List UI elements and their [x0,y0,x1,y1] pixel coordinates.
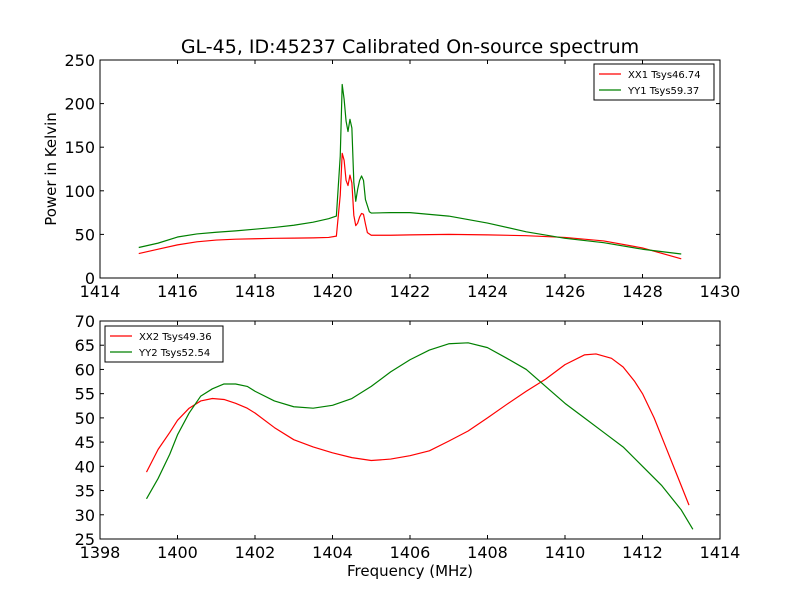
x-tick-label: 1416 [157,282,198,301]
y-axis-label: Power in Kelvin [42,112,60,226]
x-tick-label: 1408 [467,543,508,562]
x-tick-label: 1426 [545,282,586,301]
x-tick-label: 1424 [467,282,508,301]
y-tick-label: 200 [64,95,95,114]
y-tick-label: 60 [75,360,95,379]
x-tick-label: 1414 [80,282,121,301]
y-tick-label: 50 [75,409,95,428]
y-tick-label: 35 [75,482,95,501]
x-tick-label: 1412 [622,543,663,562]
y-tick-label: 65 [75,336,95,355]
y-tick-label: 40 [75,457,95,476]
y-tick-label: 55 [75,385,95,404]
series-line-2 [138,83,682,255]
x-tick-label: 1410 [545,543,586,562]
figure-title: GL-45, ID:45237 Calibrated On-source spe… [181,36,639,58]
x-tick-label: 1402 [235,543,276,562]
top-spectrum-panel: 1414 1416 1418 1420 1422 1424 1426 1428 1430 0 50 1… [42,51,740,301]
bottom-spectrum-panel: 1398 1400 1402 1404 1406 1408 1410 1412 1414 25 30… [75,312,741,562]
legend-label: YY1 Tsys59.37 [627,86,699,97]
y-tick-label: 50 [75,225,95,244]
legend-label: XX2 Tsys49.36 [139,332,212,343]
series-line-1 [138,152,682,260]
legend-label: XX1 Tsys46.74 [628,70,701,81]
y-tick-label: 250 [64,51,95,70]
y-tick-label: 0 [85,269,95,288]
x-tick-label: 1430 [700,282,741,301]
legend: XX1 Tsys46.74 YY1 Tsys59.37 [593,63,715,101]
y-tick-label: 100 [64,182,95,201]
legend-box [104,325,224,363]
x-tick-label: 1398 [80,543,121,562]
series-line-1 [145,353,690,506]
x-tick-label: 1414 [700,543,741,562]
y-tick-label: 25 [75,530,95,549]
x-axis-label: Frequency (MHz) [347,562,473,580]
x-tick-label: 1428 [622,282,663,301]
y-tick-label: 150 [64,138,95,157]
legend-label: YY2 Tsys52.54 [138,348,210,359]
x-tick-label: 1420 [312,282,353,301]
y-tick-label: 30 [75,506,95,525]
x-tick-label: 1400 [157,543,198,562]
x-tick-label: 1406 [390,543,431,562]
y-tick-label: 45 [75,433,95,452]
y-tick-label: 70 [75,312,95,331]
legend-box [593,63,715,101]
x-tick-label: 1418 [235,282,276,301]
x-tick-label: 1404 [312,543,353,562]
series-line-2 [145,342,694,530]
x-tick-label: 1422 [390,282,431,301]
legend: XX2 Tsys49.36 YY2 Tsys52.54 [104,325,224,363]
